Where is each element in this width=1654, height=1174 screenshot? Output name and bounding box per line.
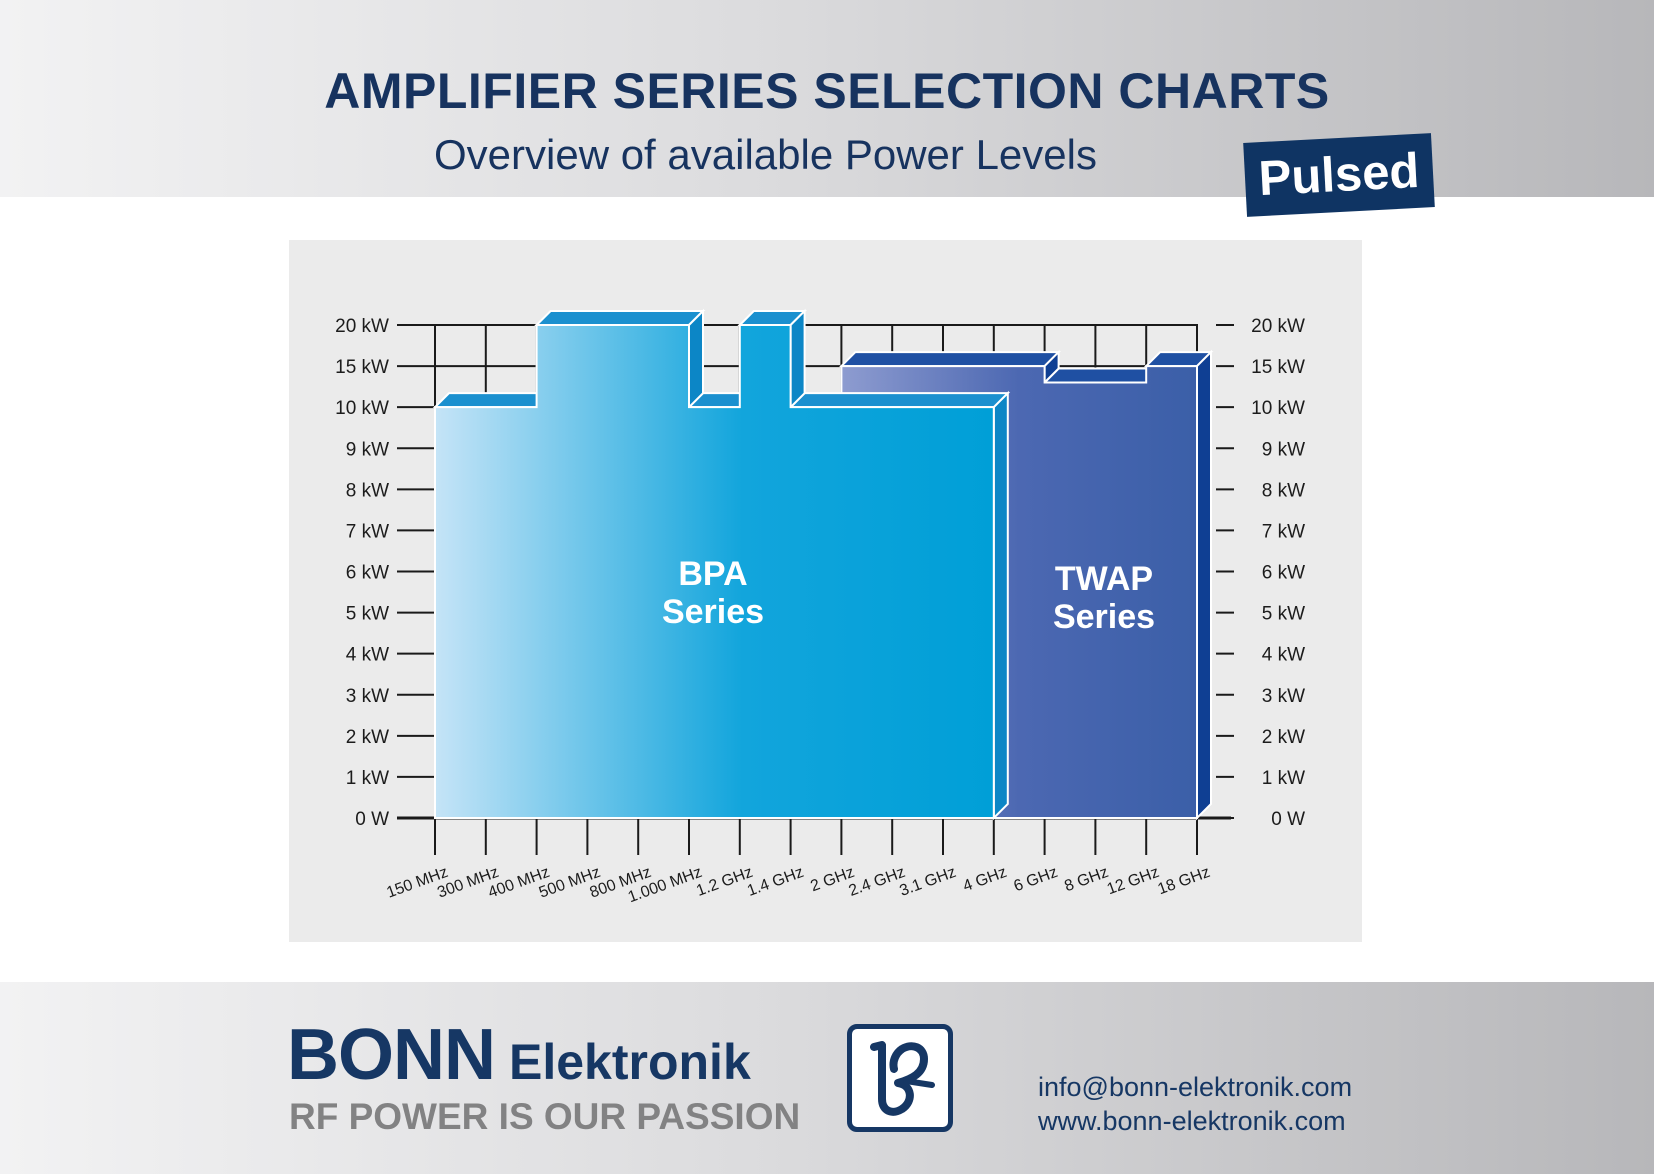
- x-tick-label: 1.2 GHz: [694, 864, 755, 900]
- y-tick-label-left: 0 W: [355, 809, 389, 830]
- bpa-series-area: [434, 324, 995, 819]
- y-tick-label-left: 20 kW: [335, 316, 389, 337]
- twap-series-top-face: [838, 351, 1062, 368]
- x-tick-label: 4 GHz: [961, 864, 1009, 895]
- y-tick-label-left: 6 kW: [346, 563, 389, 584]
- brand-name: BONN: [287, 1015, 496, 1095]
- y-tick-label-right: 3 kW: [1262, 686, 1305, 707]
- chart-panel: 20 kW 20 kW 15 kW 15 kW 10 kW 10 kW 9 kW 9 kW 8 …: [289, 240, 1362, 942]
- bpa-series-top-face: [432, 392, 554, 409]
- brand-wordmark: BONN Elektronik: [287, 1014, 751, 1096]
- x-tick-label: 2.4 GHz: [847, 864, 908, 900]
- bpa-series-side-face: [688, 308, 704, 410]
- y-tick-label-left: 8 kW: [346, 480, 389, 501]
- y-tick-label-left: 1 kW: [346, 768, 389, 789]
- y-tick-label-left: 5 kW: [346, 604, 389, 625]
- y-tick-label-left: 10 kW: [335, 398, 389, 419]
- footer-band: [0, 982, 1654, 1174]
- y-tick-label-right: 7 kW: [1262, 521, 1305, 542]
- y-tick-label-right: 6 kW: [1262, 563, 1305, 584]
- contact-block: info@bonn-elektronik.com www.bonn-elektr…: [1038, 1070, 1352, 1138]
- y-tick-label-left: 4 kW: [346, 645, 389, 666]
- twap-series-label: Series: [1053, 598, 1155, 636]
- y-tick-label-left: 9 kW: [346, 439, 389, 460]
- brand-tagline: RF POWER IS OUR PASSION: [289, 1096, 801, 1137]
- x-tick-label: 8 GHz: [1062, 864, 1110, 895]
- y-tick-label-right: 10 kW: [1251, 398, 1305, 419]
- page-subtitle: Overview of available Power Levels: [434, 131, 1097, 178]
- twap-series-top-face: [1042, 367, 1163, 384]
- y-tick-label-right: 9 kW: [1262, 439, 1305, 460]
- y-tick-label-left: 7 kW: [346, 521, 389, 542]
- y-tick-label-right: 20 kW: [1251, 316, 1305, 337]
- y-tick-label-left: 15 kW: [335, 357, 389, 378]
- page-title: AMPLIFIER SERIES SELECTION CHARTS: [324, 63, 1330, 119]
- pulsed-badge: Pulsed: [1243, 133, 1435, 217]
- y-tick-label-right: 15 kW: [1251, 357, 1305, 378]
- x-tick-label: 18 GHz: [1156, 864, 1213, 899]
- y-tick-label-right: 1 kW: [1262, 768, 1305, 789]
- y-tick-label-right: 0 W: [1271, 809, 1305, 830]
- contact-website[interactable]: www.bonn-elektronik.com: [1038, 1106, 1346, 1136]
- bpa-series-top-face: [788, 392, 1011, 409]
- x-tick-label: 1.4 GHz: [745, 864, 806, 900]
- y-tick-label-right: 4 kW: [1262, 645, 1305, 666]
- x-tick-label: 6 GHz: [1012, 864, 1060, 895]
- bpa-series-label: BPA: [678, 555, 747, 593]
- bpa-series-top-face: [534, 310, 706, 326]
- y-tick-label-left: 3 kW: [346, 686, 389, 707]
- y-tick-label-left: 2 kW: [346, 727, 389, 748]
- brand-sub: Elektronik: [509, 1034, 751, 1090]
- x-tick-label: 12 GHz: [1105, 864, 1162, 899]
- x-tick-label: 3.1 GHz: [897, 864, 958, 900]
- y-tick-label-right: 2 kW: [1262, 727, 1305, 748]
- bonn-logo-icon: [847, 1024, 953, 1132]
- twap-series-label: TWAP: [1055, 560, 1153, 598]
- y-tick-label-right: 8 kW: [1262, 480, 1305, 501]
- y-tick-label-right: 5 kW: [1262, 604, 1305, 625]
- bpa-series-side-face: [992, 390, 1009, 821]
- bpa-series-side-face: [789, 308, 806, 410]
- bpa-series-label: Series: [662, 593, 764, 631]
- twap-series-side-face: [1196, 349, 1212, 821]
- contact-email[interactable]: info@bonn-elektronik.com: [1038, 1072, 1353, 1102]
- power-level-chart: 20 kW 20 kW 15 kW 15 kW 10 kW 10 kW 9 kW 9 kW 8 …: [335, 308, 1305, 906]
